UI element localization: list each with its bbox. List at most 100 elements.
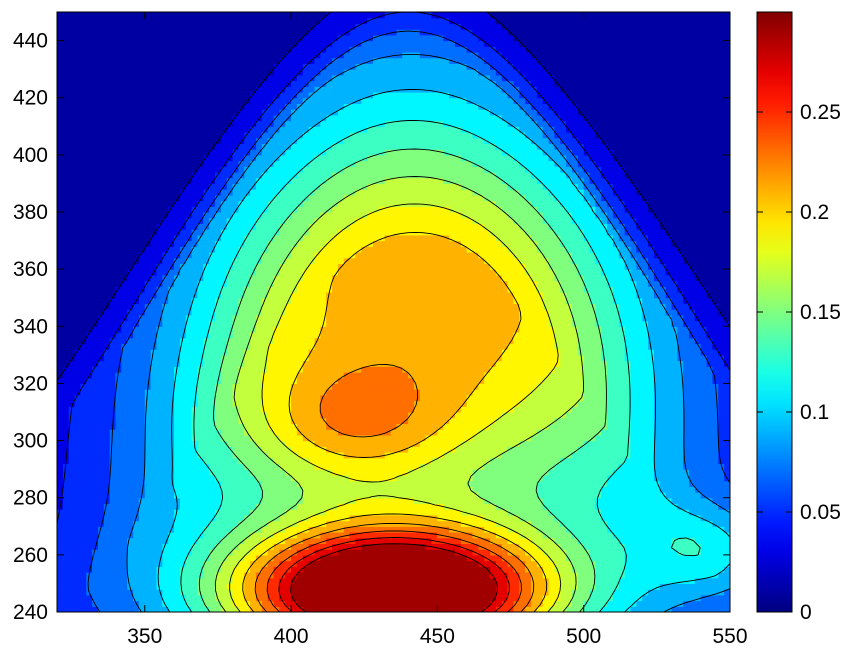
- contour-cell: [273, 383, 280, 390]
- contour-cell: [267, 194, 275, 202]
- contour-cell: [215, 177, 222, 185]
- contour-cell: [97, 143, 105, 150]
- contour-cell: [174, 177, 181, 185]
- contour-cell: [174, 12, 181, 19]
- contour-cell: [238, 577, 245, 585]
- contour-cell: [232, 292, 240, 299]
- contour-cell: [162, 12, 169, 19]
- contour-cell: [162, 606, 169, 612]
- contour-cell: [273, 480, 280, 487]
- contour-cell: [74, 320, 82, 327]
- contour-cell: [203, 572, 210, 579]
- contour-cell: [203, 109, 210, 116]
- contour-cell: [326, 577, 333, 585]
- contour-cell: [279, 234, 286, 242]
- contour-cell: [302, 326, 310, 333]
- contour-cell: [121, 320, 128, 327]
- contour-cell: [261, 137, 269, 145]
- contour-cell: [109, 109, 117, 116]
- contour-cell: [74, 514, 82, 522]
- contour-cell: [209, 452, 216, 459]
- contour-cell: [97, 326, 105, 333]
- contour-cell: [261, 320, 269, 327]
- contour-cell: [191, 246, 199, 253]
- contour-cell: [127, 274, 134, 282]
- contour-cell: [162, 206, 169, 213]
- contour-cell: [226, 274, 234, 282]
- contour-cell: [156, 154, 163, 162]
- contour-cell: [314, 280, 321, 287]
- contour-cell: [121, 166, 128, 173]
- contour-cell: [62, 217, 70, 225]
- contour-cell: [226, 63, 234, 70]
- contour-cell: [86, 463, 93, 470]
- contour-cell: [296, 383, 304, 390]
- contour-cell: [92, 177, 99, 185]
- contour-cell: [267, 29, 275, 36]
- contour-cell: [314, 29, 321, 36]
- contour-cell: [203, 372, 210, 379]
- contour-cell: [92, 577, 99, 585]
- contour-cell: [133, 46, 140, 53]
- contour-cell: [168, 57, 175, 65]
- contour-cell: [261, 97, 269, 105]
- contour-cell: [174, 309, 181, 316]
- contour-cell: [203, 383, 210, 390]
- contour-cell: [115, 429, 122, 436]
- contour-cell: [250, 252, 257, 259]
- contour-cell: [279, 572, 286, 579]
- contour-cell: [92, 194, 99, 202]
- contour-cell: [68, 12, 76, 19]
- contour-cell: [103, 354, 111, 362]
- contour-cell: [220, 97, 228, 105]
- contour-cell: [250, 120, 257, 127]
- contour-cell: [86, 314, 93, 322]
- contour-cell: [92, 423, 99, 430]
- contour-cell: [80, 183, 87, 190]
- contour-cell: [232, 63, 240, 70]
- contour-cell: [68, 154, 76, 162]
- contour-cell: [156, 212, 163, 219]
- contour-cell: [232, 526, 240, 533]
- contour-cell: [215, 183, 222, 190]
- contour-cell: [296, 80, 304, 87]
- contour-cell: [150, 417, 158, 425]
- contour-cell: [203, 434, 210, 442]
- contour-cell: [285, 189, 292, 196]
- contour-cell: [92, 503, 99, 510]
- contour-cell: [314, 469, 321, 476]
- contour-cell: [174, 526, 181, 533]
- contour-cell: [220, 446, 228, 453]
- contour-cell: [244, 537, 251, 545]
- contour-cell: [57, 114, 64, 122]
- contour-cell: [144, 114, 152, 122]
- contour-cell: [121, 212, 128, 219]
- contour-cell: [57, 109, 64, 116]
- contour-cell: [168, 509, 175, 516]
- contour-cell: [279, 63, 286, 70]
- contour-cell: [127, 280, 134, 287]
- contour-cell: [279, 257, 286, 265]
- contour-cell: [215, 526, 222, 533]
- contour-cell: [320, 537, 327, 545]
- contour-cell: [308, 252, 316, 259]
- contour-cell: [144, 269, 152, 276]
- contour-cell: [109, 92, 117, 99]
- contour-cell: [232, 217, 240, 225]
- contour-cell: [115, 217, 122, 225]
- contour-cell: [302, 337, 310, 345]
- contour-cell: [250, 532, 257, 539]
- contour-cell: [215, 406, 222, 413]
- contour-cell: [261, 57, 269, 65]
- contour-cell: [220, 166, 228, 173]
- contour-cell: [109, 429, 117, 436]
- contour-cell: [209, 126, 216, 133]
- contour-cell: [314, 74, 321, 82]
- contour-cell: [74, 114, 82, 122]
- contour-cell: [250, 212, 257, 219]
- contour-cell: [156, 114, 163, 122]
- contour-cell: [109, 560, 117, 567]
- contour-cell: [68, 366, 76, 373]
- contour-cell: [232, 34, 240, 42]
- contour-cell: [174, 417, 181, 425]
